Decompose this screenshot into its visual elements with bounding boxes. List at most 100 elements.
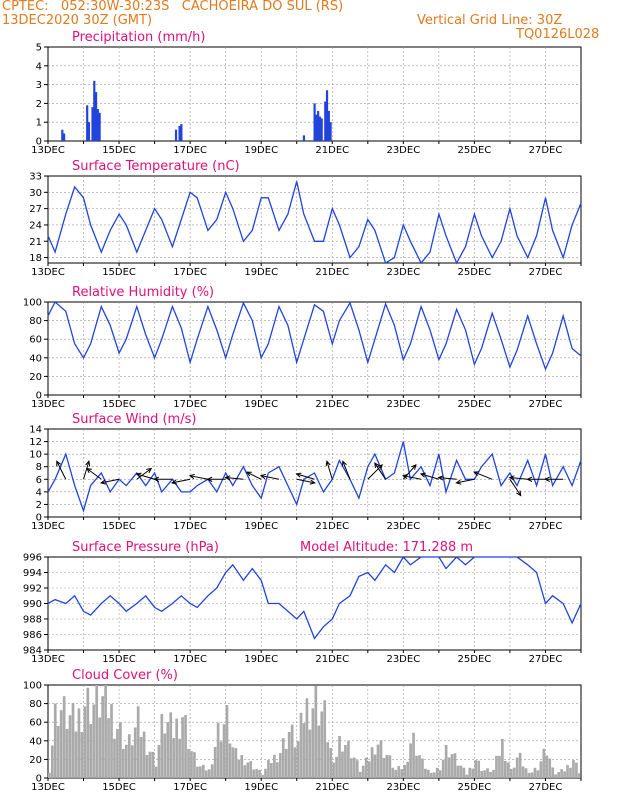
- y-tick-label: 994: [23, 568, 42, 579]
- cloud-bar: [483, 770, 486, 778]
- cloud-bar: [175, 718, 178, 778]
- precip-bar: [180, 124, 183, 141]
- cloud-bar: [187, 748, 190, 778]
- cloud-bar: [201, 764, 205, 778]
- cloud-bar: [468, 767, 472, 778]
- precip-bar: [96, 109, 99, 141]
- cloud-bar: [130, 745, 134, 778]
- cloud-bar: [133, 727, 137, 778]
- cloud-bar: [524, 768, 528, 778]
- precip-bar: [98, 112, 101, 141]
- cloud-bar: [119, 722, 122, 778]
- cloud-bar: [530, 772, 534, 778]
- cloud-bar: [352, 757, 356, 778]
- precip-bar: [329, 122, 332, 141]
- cloud-bar: [249, 761, 253, 778]
- wind-vector-head: [224, 475, 231, 481]
- cloud-bar: [403, 764, 406, 778]
- x-tick-label: 19DEC: [244, 267, 278, 278]
- cloud-bar: [48, 772, 51, 778]
- cloud-bar: [551, 767, 555, 778]
- cloud-bar: [563, 771, 566, 778]
- cloud-bar: [234, 748, 238, 778]
- cloud-bar: [219, 741, 223, 778]
- cloud-bar: [290, 724, 294, 778]
- wind-vector: [246, 471, 262, 480]
- cloud-bar: [323, 700, 327, 778]
- x-tick-label: 27DEC: [529, 145, 563, 156]
- x-tick-label: 19DEC: [244, 399, 278, 410]
- wind-vector-head: [85, 467, 92, 474]
- y-tick-label: 14: [29, 425, 42, 436]
- x-tick-label: 23DEC: [386, 267, 420, 278]
- cloud-bar: [421, 758, 424, 778]
- cloud-bar: [287, 731, 291, 778]
- panel-title: Surface Pressure (hPa): [72, 540, 219, 555]
- cloud-bar: [89, 724, 93, 778]
- cloud-bar: [400, 769, 404, 778]
- cloud-bar: [122, 748, 125, 778]
- cloud-bar: [136, 706, 140, 778]
- cloud-bar: [240, 755, 244, 778]
- x-tick-label: 19DEC: [244, 521, 278, 532]
- y-tick-label: 986: [23, 630, 42, 641]
- cloud-bar: [332, 762, 335, 778]
- cloud-bar: [489, 771, 492, 778]
- cloud-bar: [545, 755, 549, 778]
- cloud-bar: [418, 755, 421, 778]
- cloud-bar: [527, 772, 531, 778]
- x-tick-label: 21DEC: [315, 521, 349, 532]
- precip-bar: [318, 116, 322, 141]
- cloud-bar: [518, 752, 522, 778]
- header-date: 13DEC2020 30Z (GMT): [2, 13, 153, 28]
- precip-bar: [325, 90, 329, 141]
- cloud-bar: [361, 765, 365, 778]
- x-tick-label: 17DEC: [173, 267, 207, 278]
- x-tick-label: 23DEC: [386, 521, 420, 532]
- series-line: [47, 441, 582, 513]
- wind-vector-head: [135, 472, 142, 478]
- precip-bar: [86, 105, 89, 141]
- y-tick-label: 30: [29, 188, 42, 199]
- panel-frame: [47, 301, 582, 396]
- x-tick-label: 27DEC: [529, 267, 563, 278]
- y-tick-label: 8: [36, 462, 42, 473]
- y-tick-label: 984: [23, 646, 42, 657]
- wind-vector: [296, 478, 315, 484]
- wind-vector: [296, 473, 315, 480]
- cloud-bar: [178, 738, 181, 778]
- wind-vector-head: [153, 476, 160, 482]
- cloud-bar: [554, 774, 558, 778]
- wind-vector-head: [508, 475, 515, 481]
- x-tick-label: 21DEC: [315, 782, 349, 793]
- precip-bar: [315, 114, 318, 141]
- cloud-bar: [504, 760, 507, 778]
- wind-vector: [438, 476, 457, 480]
- wind-vector-head: [419, 472, 426, 478]
- x-tick-label: 15DEC: [102, 654, 136, 665]
- cloud-bar: [447, 757, 451, 778]
- cloud-bar: [432, 772, 436, 778]
- cloud-bar: [471, 768, 475, 778]
- y-tick-label: 12: [29, 437, 42, 448]
- x-tick-label: 17DEC: [173, 654, 207, 665]
- cloud-bar: [246, 762, 250, 778]
- cloud-bar: [258, 769, 261, 778]
- cloud-bar: [575, 762, 578, 778]
- cloud-bar: [148, 751, 152, 778]
- cloud-bar: [65, 728, 69, 778]
- wind-vector: [136, 468, 152, 480]
- cloud-bar: [281, 738, 285, 778]
- cloud-bar: [252, 769, 255, 778]
- y-tick-label: 20: [29, 372, 42, 383]
- cloud-bar: [533, 767, 537, 778]
- precip-bar: [174, 129, 178, 141]
- cloud-bar: [184, 715, 187, 778]
- cloud-bar: [385, 754, 389, 778]
- cloud-bar: [199, 766, 202, 778]
- cloud-bar: [116, 729, 119, 778]
- y-tick-label: 80: [29, 316, 42, 327]
- cloud-bar: [270, 763, 273, 778]
- x-tick-label: 13DEC: [31, 267, 65, 278]
- precip-bar: [91, 107, 94, 141]
